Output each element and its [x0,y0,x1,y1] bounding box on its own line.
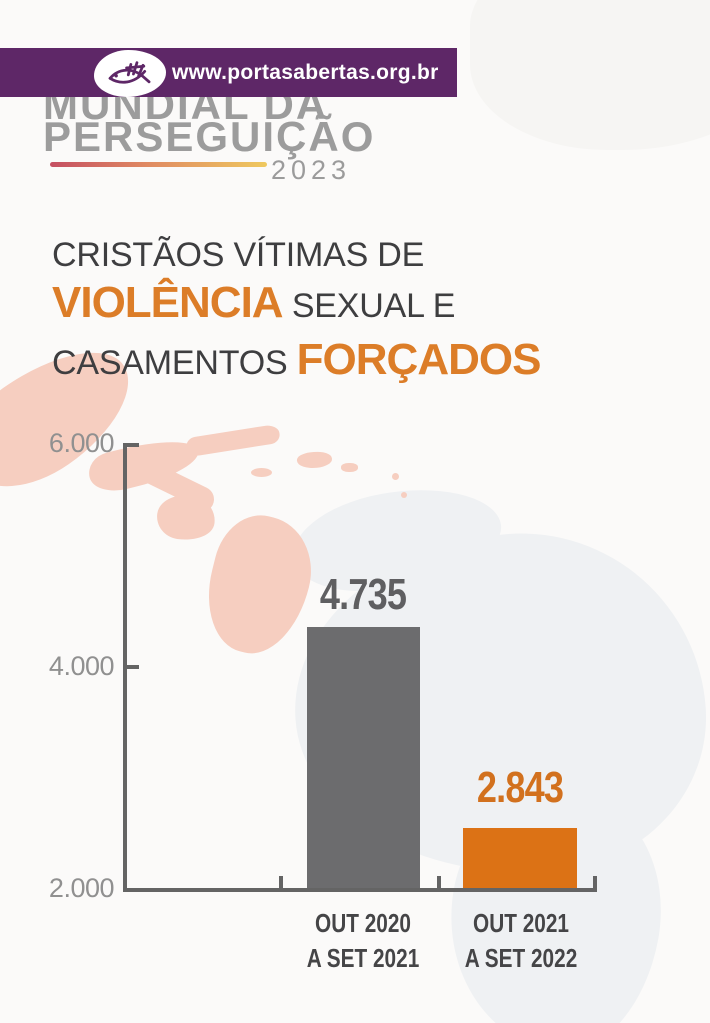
x-axis [123,888,597,892]
y-axis-label-2000: 2.000 [48,873,115,903]
x-tick-1 [279,876,283,888]
bar-out2021-set2022 [463,828,577,888]
headline-line2-rest: SEXUAL E [282,287,456,325]
map-region-puerto-rico [341,463,358,472]
x-tick-2 [437,876,441,888]
bar-value-label-1: 4.735 [319,570,407,619]
fish-icon [108,60,151,84]
bar-out2020-set2021 [307,627,420,888]
headline-emphasis-forcados: FORÇADOS [296,335,542,384]
headline-line3: CASAMENTOS FORÇADOS [52,335,542,384]
y-axis [123,443,127,891]
brand-line2: PERSEGUIÇÃO [43,113,376,160]
headline-emphasis-violencia: VIOLÊNCIA [52,278,284,327]
bar-value-label-2: 2.843 [476,763,564,812]
y-axis-label-4000: 4.000 [48,651,115,681]
category-label-1: OUT 2020 A SET 2021 [283,906,443,976]
x-tick-3 [593,876,597,888]
headline-line1: CRISTÃOS VÍTIMAS DE [52,236,425,274]
category-label-2: OUT 2021 A SET 2022 [441,906,601,976]
y-axis-label-6000: 6.000 [48,428,115,458]
map-region-hispaniola [296,450,333,470]
site-url[interactable]: www.portasabertas.org.br [172,60,439,84]
logo-splash [94,50,166,97]
site-banner: www.portasabertas.org.br [0,48,457,97]
map-region-cuba [185,423,281,458]
category-1-line1: OUT 2020 [315,908,411,938]
category-1-line2: A SET 2021 [306,943,420,974]
y-tick-6000 [126,443,139,447]
headline-line3-rest: CASAMENTOS [52,344,297,382]
map-region-antilles-2 [401,492,407,498]
y-tick-4000 [126,665,139,669]
category-2-line2: A SET 2022 [464,943,578,974]
map-region-north-faint [470,0,710,150]
brand-year: 2023 [271,155,352,185]
brand-gradient-rule [50,162,267,167]
map-region-antilles-1 [392,473,399,480]
map-region-jamaica [251,468,272,477]
category-2-line1: OUT 2021 [473,908,569,938]
headline-line2: VIOLÊNCIA SEXUAL E [52,281,455,325]
